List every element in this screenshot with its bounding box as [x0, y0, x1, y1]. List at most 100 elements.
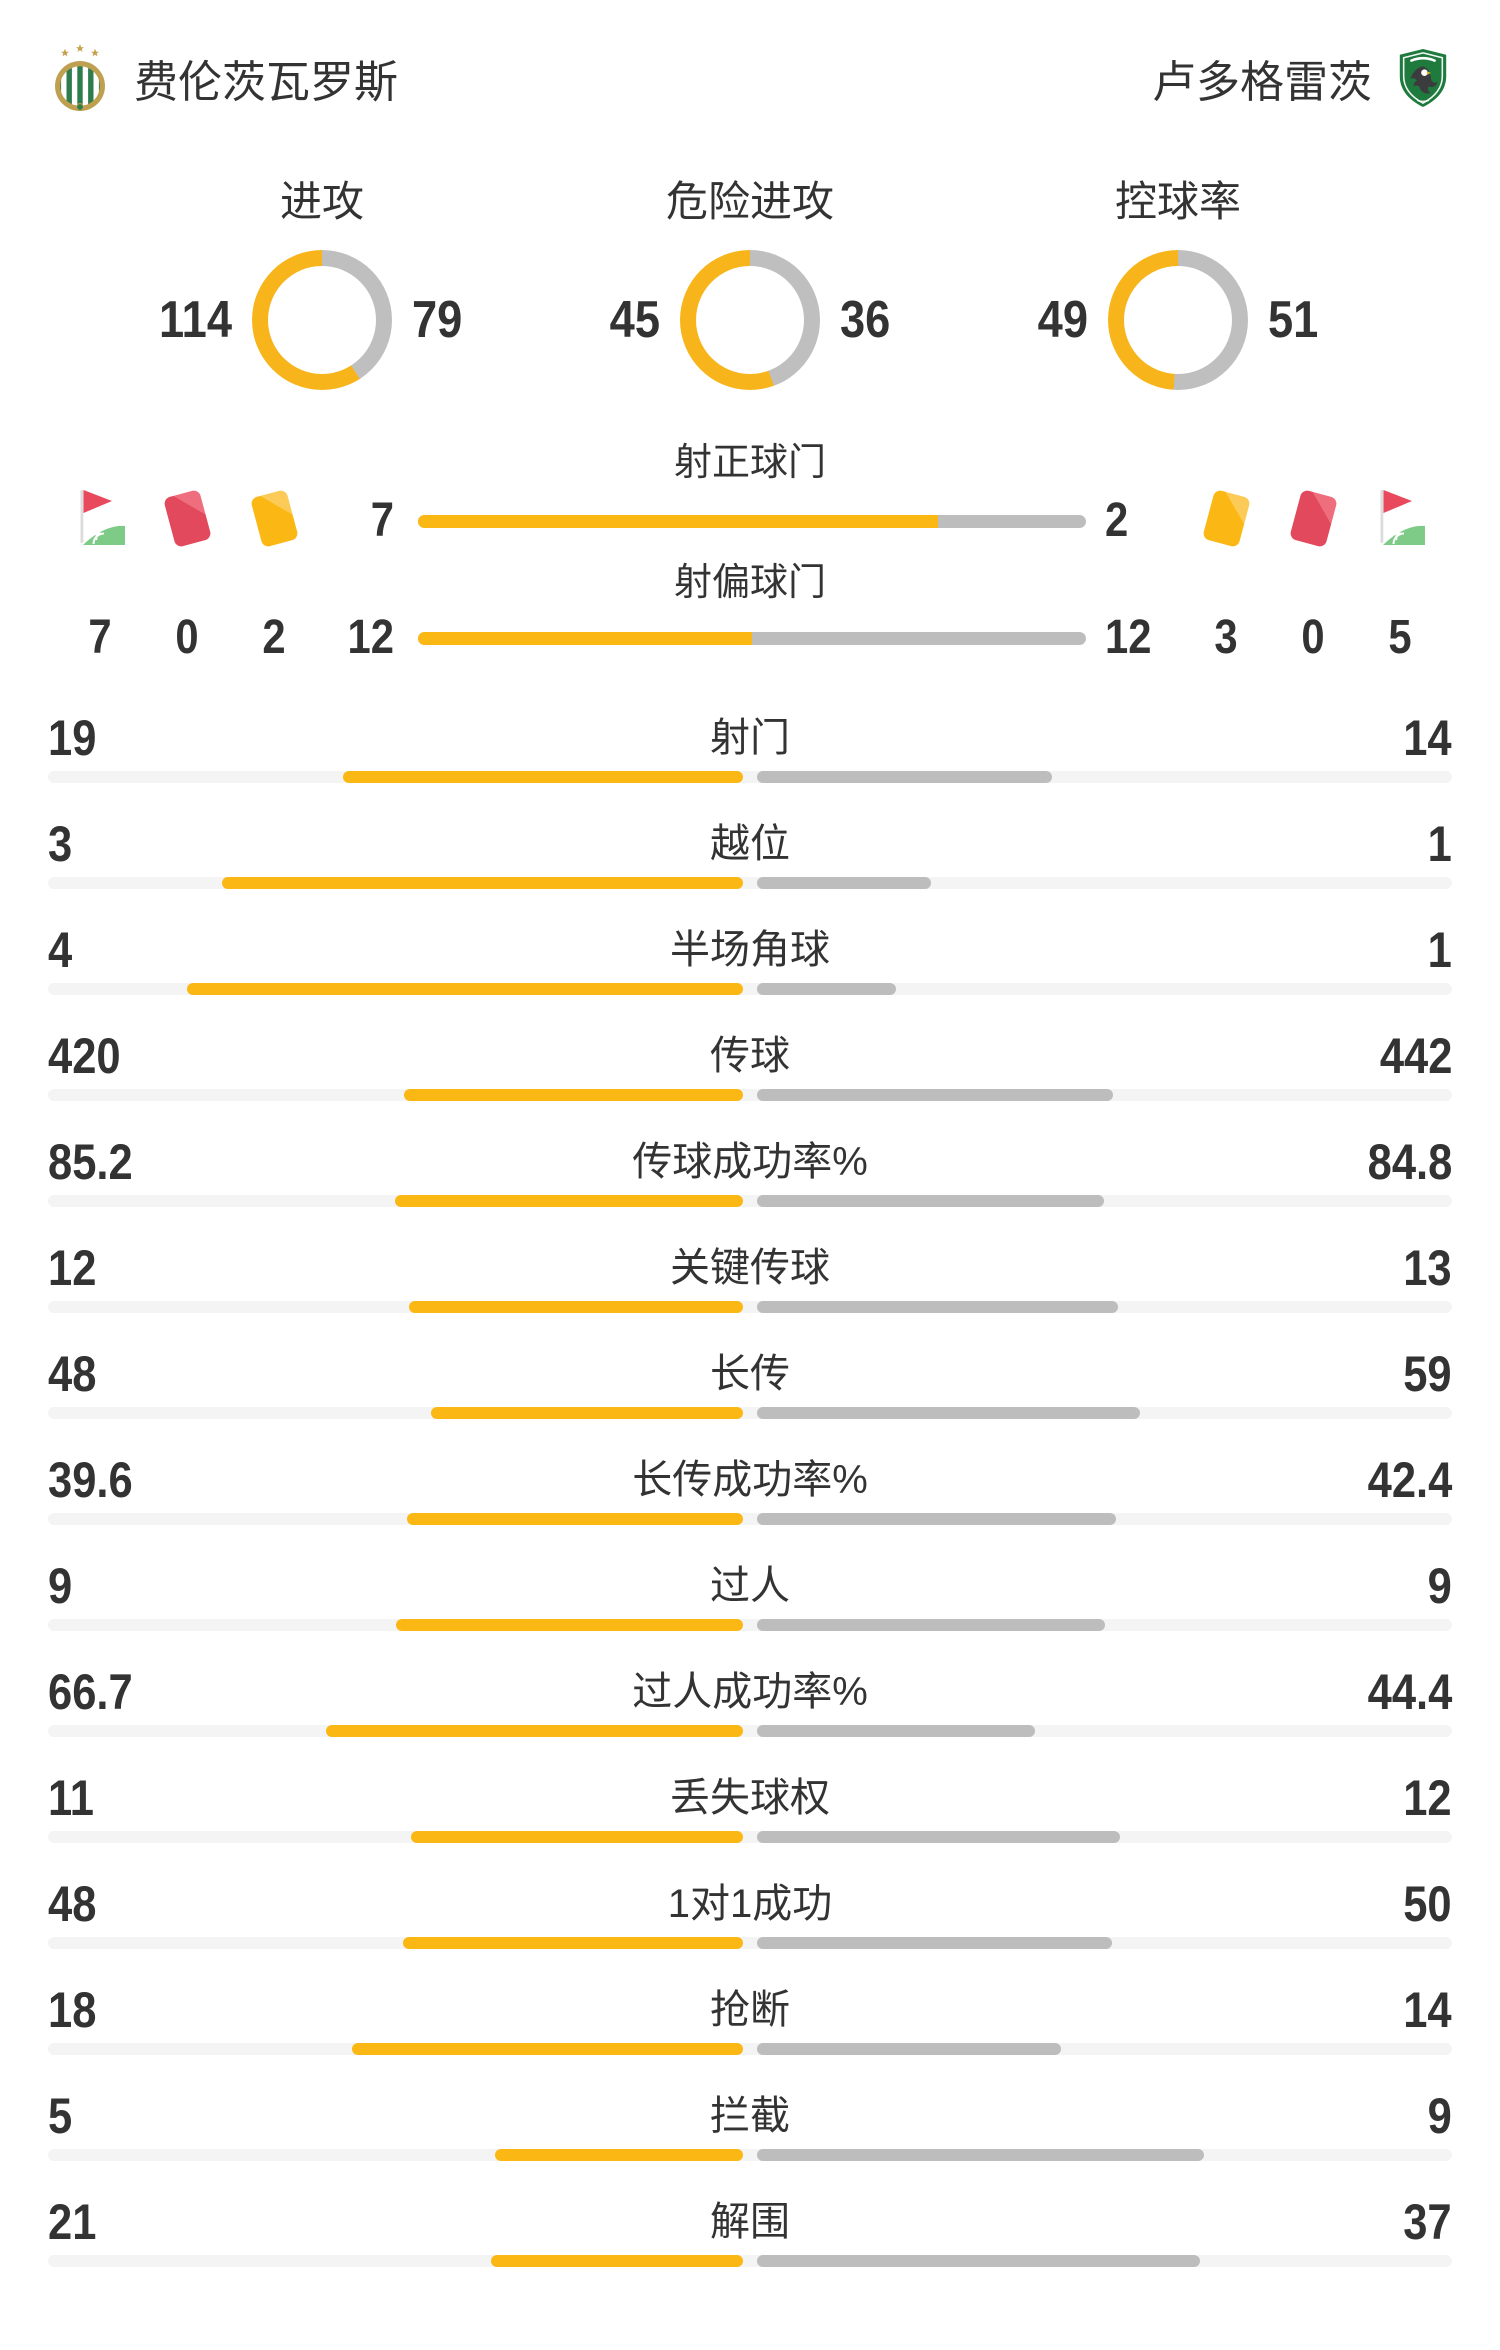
- stat-bar: [48, 983, 1452, 995]
- away-stat-bar-fill: [757, 1195, 1104, 1207]
- dangerous-attacks-donut-chart: [680, 250, 820, 390]
- away-stat-value: 50: [1403, 1876, 1452, 1932]
- donut-title: 进攻: [279, 178, 364, 225]
- home-stat-value: 420: [48, 1028, 121, 1084]
- home-stat-bar-fill: [187, 983, 743, 995]
- away-stat-value: 44.4: [1367, 1664, 1452, 1720]
- stat-bar: [48, 1725, 1452, 1737]
- stat-label: 丢失球权: [670, 1776, 830, 1820]
- stat-label: 过人成功率%: [632, 1670, 868, 1714]
- home-stat-bar-fill: [404, 1089, 743, 1101]
- home-stat-value: 5: [48, 2088, 73, 2144]
- stat-label: 传球: [710, 1034, 790, 1078]
- away-stat-bar-fill: [757, 2043, 1062, 2055]
- away-red-cards-count: 0: [1301, 611, 1325, 664]
- home-stat-value: 11: [48, 1770, 94, 1826]
- home-stat-value: 19: [48, 710, 97, 766]
- corner-flag-icon: [73, 486, 127, 550]
- yellow-card-icon: [1199, 486, 1253, 550]
- stat-bar: [48, 1937, 1452, 1949]
- stat-label: 射门: [710, 716, 790, 760]
- away-team[interactable]: 卢多格雷茨: [1152, 46, 1452, 110]
- stat-bar: [48, 1301, 1452, 1313]
- home-stat-value: 48: [48, 1876, 97, 1932]
- away-discipline-icons: [1199, 486, 1427, 550]
- away-shots-off-target-value: 12: [1105, 611, 1152, 664]
- stat-bar: [48, 771, 1452, 783]
- home-stat-value: 4: [48, 922, 73, 978]
- stat-bar: [48, 2043, 1452, 2055]
- home-corners-count: 7: [88, 611, 112, 664]
- home-discipline-icons: [73, 486, 301, 550]
- away-stat-bar-fill: [757, 1831, 1120, 1843]
- home-team[interactable]: 费伦茨瓦罗斯: [48, 44, 398, 112]
- stat-label: 过人: [710, 1564, 790, 1608]
- stat-label: 关键传球: [670, 1246, 830, 1290]
- stat-label: 半场角球: [670, 928, 830, 972]
- away-stat-value: 1: [1427, 922, 1452, 978]
- home-stat-value: 85.2: [48, 1134, 133, 1190]
- home-stat-bar-fill: [221, 877, 743, 889]
- home-stat-bar-fill: [394, 1195, 743, 1207]
- away-stat-bar-fill: [757, 2149, 1204, 2161]
- stat-label: 拦截: [710, 2094, 790, 2138]
- stat-row: 3 越位 1: [48, 806, 1452, 912]
- donut-group-dangerous-attacks: 危险进攻 45 36: [536, 176, 964, 390]
- home-stat-bar-fill: [325, 1725, 743, 1737]
- stat-row: 11 丢失球权 12: [48, 1760, 1452, 1866]
- stat-row: 9 过人 9: [48, 1548, 1452, 1654]
- donut-title: 危险进攻: [665, 178, 834, 225]
- home-stat-value: 18: [48, 1982, 97, 2038]
- red-card-icon: [1286, 486, 1340, 550]
- away-stat-bar-fill: [757, 1301, 1119, 1313]
- yellow-card-icon: [247, 486, 301, 550]
- away-stat-bar-fill: [757, 1407, 1141, 1419]
- stat-bar: [48, 1831, 1452, 1843]
- shots-on-target-bar: [418, 515, 1086, 528]
- stats-list: 19 射门 14 3 越位 1 4 半场角球: [48, 700, 1452, 2290]
- away-stat-bar-fill: [757, 1619, 1105, 1631]
- away-stat-bar-fill: [757, 1089, 1114, 1101]
- home-stat-bar-fill: [491, 2255, 743, 2267]
- home-dangerous-attacks-value: 45: [609, 291, 660, 349]
- stat-bar: [48, 2149, 1452, 2161]
- away-discipline-counts: 3 0 5: [1199, 610, 1427, 666]
- away-stat-bar-fill: [757, 771, 1052, 783]
- red-card-icon: [160, 486, 214, 550]
- shots-off-target-title: 射偏球门: [673, 562, 826, 604]
- corner-flag-icon: [1373, 486, 1427, 550]
- away-shots-on-target-value: 2: [1105, 494, 1129, 547]
- stat-label: 长传成功率%: [632, 1458, 868, 1502]
- shots-on-target-title: 射正球门: [673, 442, 826, 484]
- stat-bar: [48, 1195, 1452, 1207]
- away-stat-value: 1: [1427, 816, 1452, 872]
- home-attacks-value: 114: [159, 291, 232, 349]
- away-stat-value: 14: [1403, 1982, 1452, 2038]
- shots-off-target-bar: [418, 632, 1086, 645]
- away-stat-value: 37: [1403, 2194, 1452, 2250]
- home-stat-bar-fill: [407, 1513, 743, 1525]
- home-stat-bar-fill: [352, 2043, 743, 2055]
- away-stat-bar-fill: [757, 2255, 1201, 2267]
- stat-row: 66.7 过人成功率% 44.4: [48, 1654, 1452, 1760]
- stat-label: 传球成功率%: [632, 1140, 868, 1184]
- stat-label: 长传: [710, 1352, 790, 1396]
- stat-bar: [48, 1619, 1452, 1631]
- away-stat-value: 59: [1403, 1346, 1452, 1402]
- stat-row: 420 传球 442: [48, 1018, 1452, 1124]
- donut-group-attacks: 进攻 114 79: [108, 176, 536, 390]
- stat-bar: [48, 1407, 1452, 1419]
- stat-label: 解围: [710, 2200, 790, 2244]
- home-team-name: 费伦茨瓦罗斯: [134, 58, 398, 107]
- stat-row: 19 射门 14: [48, 700, 1452, 806]
- stat-bar: [48, 2255, 1452, 2267]
- away-stat-bar-fill: [757, 983, 896, 995]
- home-stat-value: 9: [48, 1558, 73, 1614]
- possession-donut-chart: [1108, 250, 1248, 390]
- shots-section: 射正球门 7 2: [48, 441, 1452, 700]
- home-stat-value: 39.6: [48, 1452, 133, 1508]
- home-stat-value: 48: [48, 1346, 97, 1402]
- away-stat-bar-fill: [757, 1725, 1035, 1737]
- away-stat-value: 14: [1403, 710, 1452, 766]
- donut-group-possession: 控球率 49 51: [964, 176, 1392, 390]
